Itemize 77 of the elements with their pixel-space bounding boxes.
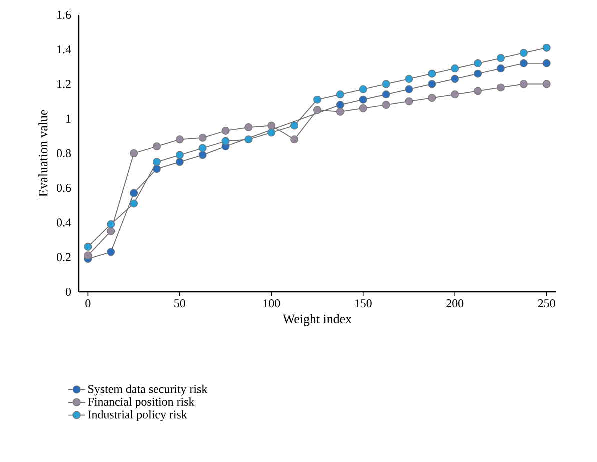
point [520, 80, 528, 88]
point [314, 106, 322, 114]
y-tick-label: 0.4 [57, 218, 72, 227]
x-tick-label: 150 [355, 300, 372, 308]
point [152, 142, 161, 151]
point [520, 49, 528, 58]
point [107, 248, 116, 256]
point [474, 59, 482, 68]
point [198, 134, 207, 142]
point [244, 124, 253, 132]
point [496, 54, 505, 62]
point [198, 144, 207, 152]
point [451, 90, 460, 99]
point [542, 80, 551, 88]
y-tick-label: 1.2 [58, 80, 71, 88]
point [222, 127, 230, 135]
point [520, 59, 528, 68]
point [130, 200, 138, 208]
x-tick-label: 0 [86, 300, 91, 308]
x-tick-label: 100 [264, 300, 280, 308]
legend-label: System data security risk [88, 384, 208, 396]
point [405, 85, 414, 94]
point [107, 227, 116, 236]
point [290, 136, 299, 144]
y-tick-label: 0 [66, 288, 72, 296]
point [474, 70, 482, 78]
point [405, 98, 414, 106]
point [336, 108, 344, 116]
point [314, 96, 322, 104]
point [474, 87, 482, 96]
point [268, 128, 276, 137]
y-tick-label: 1.6 [58, 10, 72, 20]
x-axis-title: Weight index [282, 314, 352, 326]
point [382, 90, 390, 99]
point [198, 151, 207, 160]
y-tick-label: 0.8 [57, 149, 72, 158]
point [84, 243, 92, 251]
point [428, 94, 436, 102]
point [152, 158, 161, 166]
x-tick-label: 250 [538, 300, 556, 308]
point [428, 70, 436, 78]
point [107, 220, 116, 228]
point [84, 252, 92, 260]
point [336, 101, 344, 110]
y-axis-title: Evaluation value [38, 110, 48, 197]
y-tick-label: 0.6 [57, 184, 72, 192]
y-tick-label: 0.2 [57, 253, 71, 262]
x-tick-label: 200 [446, 300, 464, 308]
point [290, 122, 299, 130]
point [176, 151, 184, 160]
point [496, 84, 505, 92]
point [382, 80, 390, 88]
y-tick-label: 1 [66, 114, 71, 123]
point [130, 150, 138, 158]
point [359, 96, 368, 104]
point [268, 122, 276, 130]
legend-label: Financial position risk [88, 398, 195, 408]
point [176, 158, 184, 166]
point [542, 44, 551, 52]
point [451, 75, 460, 84]
point [359, 104, 368, 112]
point [244, 136, 253, 144]
point [359, 85, 368, 94]
legend-label: Industrial policy risk [88, 410, 188, 422]
point [382, 101, 390, 110]
y-tick-label: 1.4 [58, 46, 72, 54]
point [496, 64, 505, 73]
point [542, 59, 551, 68]
point [222, 137, 230, 146]
point [451, 64, 460, 73]
point [405, 75, 414, 84]
point [336, 90, 344, 99]
point [152, 165, 161, 174]
point [130, 189, 138, 198]
point [176, 136, 184, 144]
point [428, 80, 436, 88]
x-tick-label: 50 [174, 300, 186, 308]
